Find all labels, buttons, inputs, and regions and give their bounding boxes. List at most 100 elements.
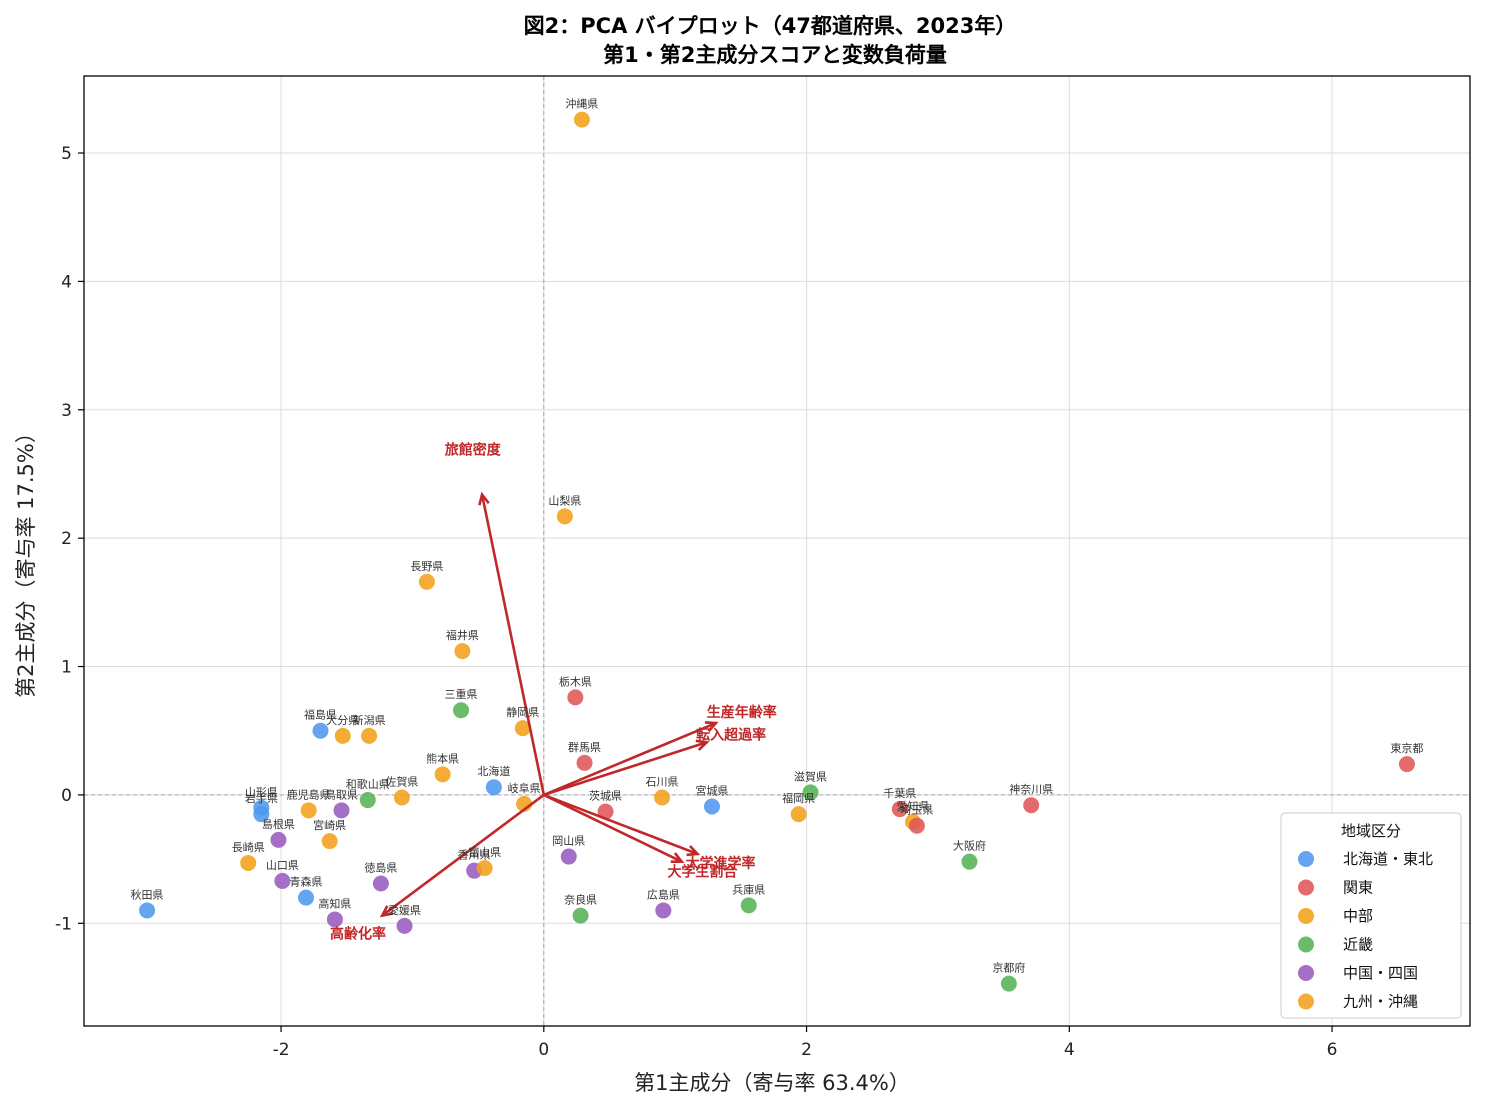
point-label: 佐賀県 [385,774,418,788]
x-tick-label: 6 [1327,1040,1338,1060]
score-point [476,860,493,877]
legend-box [1280,812,1462,1019]
x-tick-label: 4 [1064,1040,1075,1060]
score-point [270,831,287,848]
legend-title: 地域区分 [1341,822,1401,840]
x-tick-label: 2 [801,1040,812,1060]
y-tick-label: 4 [61,272,72,292]
loading-arrowhead [379,905,394,918]
point-label: 徳島県 [364,861,397,875]
x-axis-label: 第1主成分（寄与率 63.4%） [634,1071,910,1095]
loading-arrowhead [670,852,685,863]
chart-title-line1: 図2：PCA バイプロット（47都道府県、2023年） [524,14,1017,38]
point-label: 山口県 [266,859,299,872]
score-point [790,806,807,823]
point-label: 神奈川県 [1009,782,1053,796]
point-label: 広島県 [647,887,680,901]
loading-arrow [480,494,546,796]
point-label: 新潟県 [353,713,386,727]
legend-entry-label: 九州・沖縄 [1343,993,1418,1011]
loading-arrowhead [478,491,490,506]
score-point [573,111,590,128]
score-point [1398,756,1415,773]
y-tick-label: -1 [55,914,72,934]
score-point [393,789,410,806]
score-point [139,902,156,919]
loading-label: 高齢化率 [330,926,386,943]
point-label: 島根県 [262,817,295,831]
loading-arrowhead [695,739,710,751]
point-label: 宮城県 [695,783,728,797]
y-tick-label: 0 [61,786,72,806]
point-label: 石川県 [646,775,679,788]
y-axis-label: 第2主成分（寄与率 17.5%） [14,422,38,698]
score-point [654,789,671,806]
loading-arrow [381,793,545,917]
y-tick-label: 5 [61,144,72,164]
score-point [514,720,531,737]
point-label: 熊本県 [426,751,459,765]
score-point [326,911,343,928]
score-point [891,801,908,818]
loading-label: 生産年齢率 [707,704,777,721]
point-label: 大分県 [326,713,359,727]
point-label: 山梨県 [548,493,581,507]
loading-label: 大学生割合 [667,864,738,881]
point-label: 静岡県 [506,705,539,719]
score-point [298,889,315,906]
score-point [454,643,471,660]
point-label: 岐阜県 [508,782,541,795]
score-point [372,875,389,892]
chart-title-line2: 第1・第2主成分スコアと変数負荷量 [603,43,947,67]
score-point [396,917,413,934]
point-label: 鹿児島県 [287,787,331,801]
loading-label: 転入超過率 [696,726,766,743]
point-label: 香川県 [458,849,491,862]
score-points [139,111,1415,992]
score-point [908,817,925,834]
loading-arrow [543,793,683,863]
score-point [556,508,573,525]
point-label: 栃木県 [559,674,592,688]
loading-label: 旅館密度 [445,441,502,458]
loading-label: 大学進学率 [686,855,756,872]
point-label: 北海道 [477,764,510,778]
score-point [560,848,577,865]
point-label: 鳥取県 [325,787,358,801]
legend-entry-label: 関東 [1343,879,1373,897]
point-label: 愛知県 [896,799,929,813]
loading-arrowhead [704,721,719,733]
score-point [576,754,593,771]
point-label: 兵庫県 [732,882,765,896]
x-tick-label: 0 [538,1040,549,1060]
loading-arrow [543,793,698,856]
score-point [334,727,351,744]
legend-entry-label: 中国・四国 [1343,964,1418,982]
score-point [802,784,819,801]
point-label: 福岡県 [782,791,815,805]
score-point [312,722,329,739]
legend-entry-label: 近畿 [1343,936,1373,954]
point-label: 福井県 [446,628,479,642]
point-label: 岡山県 [552,835,585,848]
point-label: 秋田県 [131,887,164,901]
point-label: 長野県 [410,560,443,573]
legend-entry-label: 中部 [1343,907,1373,925]
score-point [418,573,435,590]
score-point [253,806,270,823]
point-label: 青森県 [290,875,323,889]
point-label: 埼玉県 [900,803,933,817]
score-point [567,689,584,706]
point-label: 山形県 [245,786,278,799]
score-point [655,902,672,919]
legend-marker [1298,993,1314,1010]
score-point [274,872,291,889]
point-label: 岩手県 [245,791,278,805]
score-point [597,803,614,820]
point-label: 福島県 [304,708,337,722]
loading-arrowhead [686,845,701,857]
x-tick-label: -2 [273,1040,290,1060]
